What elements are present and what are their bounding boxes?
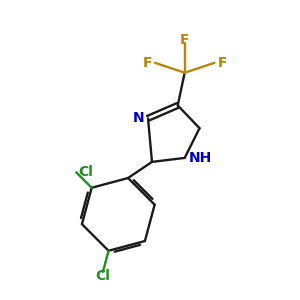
Text: F: F: [180, 33, 189, 47]
Text: Cl: Cl: [95, 269, 110, 283]
Text: N: N: [132, 111, 144, 125]
Text: Cl: Cl: [78, 165, 93, 179]
Text: NH: NH: [189, 151, 212, 165]
Text: F: F: [142, 56, 152, 70]
Text: F: F: [218, 56, 227, 70]
